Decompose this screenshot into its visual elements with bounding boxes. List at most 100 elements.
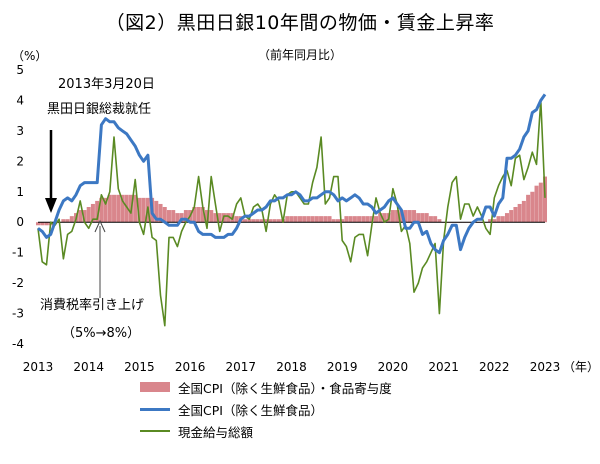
legend-label-food: 全国CPI（除く生鮮食品）・食品寄与度 <box>178 380 392 396</box>
y-tick-label: -1 <box>12 246 24 260</box>
food-contribution-bar <box>517 203 522 223</box>
food-contribution-bar <box>124 194 129 223</box>
food-contribution-bar <box>209 210 214 223</box>
food-contribution-bar <box>319 216 324 223</box>
food-contribution-bars <box>35 176 548 226</box>
wages-line <box>37 99 546 327</box>
food-contribution-bar <box>154 200 159 223</box>
food-contribution-bar <box>492 219 497 223</box>
food-contribution-bar <box>369 216 374 223</box>
food-contribution-bar <box>314 216 319 223</box>
food-contribution-bar <box>335 219 340 223</box>
kuroda-arrow-head <box>45 198 57 213</box>
food-contribution-bar <box>44 222 49 226</box>
food-contribution-bar <box>310 216 315 223</box>
food-contribution-bar <box>255 219 260 223</box>
food-contribution-bar <box>509 210 514 223</box>
legend-item-cpi: 全国CPI（除く生鮮食品） <box>140 398 392 420</box>
food-contribution-bar <box>69 216 74 223</box>
food-contribution-bar <box>403 210 408 223</box>
food-contribution-bar <box>40 222 45 226</box>
food-contribution-bar <box>340 219 345 223</box>
food-contribution-bar <box>213 213 218 223</box>
tax-label: 消費税率引き上げ <box>40 297 144 313</box>
food-contribution-bar <box>35 222 41 226</box>
food-contribution-bar <box>420 213 425 223</box>
x-tick-label: 2020 <box>378 360 409 374</box>
y-tick-label: 3 <box>16 124 24 138</box>
kuroda-date-label: 2013年3月20日 <box>58 77 155 92</box>
annotations: 2013年3月20日 黒田日銀総裁就任 消費税率引き上げ （5%→8%） <box>40 77 155 341</box>
food-contribution-bar <box>204 210 209 223</box>
food-contribution-bar <box>171 210 176 223</box>
food-contribution-bar <box>344 216 349 223</box>
food-contribution-bar <box>99 197 104 223</box>
x-tick-label: 2018 <box>276 360 307 374</box>
food-contribution-bar <box>175 213 180 223</box>
food-contribution-bar <box>137 197 142 223</box>
y-tick-label: 2 <box>16 154 24 168</box>
x-tick-label: 2015 <box>124 360 155 374</box>
food-contribution-bar <box>162 207 167 223</box>
x-tick-label: 2022 <box>479 360 510 374</box>
food-contribution-bar <box>534 185 539 223</box>
food-contribution-bar <box>234 216 239 223</box>
food-contribution-bar <box>323 216 328 223</box>
food-contribution-bar <box>103 197 108 223</box>
legend-label-wages: 現金給与総額 <box>178 424 254 440</box>
food-contribution-bar <box>107 194 112 223</box>
legend-swatch-wages <box>140 430 170 432</box>
food-contribution-bar <box>141 197 146 223</box>
food-contribution-bar <box>407 210 412 223</box>
food-contribution-bar <box>395 210 400 223</box>
food-contribution-bar <box>306 216 311 223</box>
food-contribution-bar <box>192 207 197 223</box>
food-contribution-bar <box>297 216 302 223</box>
food-contribution-bar <box>200 207 205 223</box>
food-contribution-bar <box>424 213 429 223</box>
food-contribution-bar <box>327 216 332 223</box>
legend-swatch-cpi <box>140 407 170 411</box>
food-contribution-bar <box>86 207 91 223</box>
food-contribution-bar <box>95 200 100 223</box>
food-contribution-bar <box>390 210 395 223</box>
y-tick-label: 4 <box>16 93 24 107</box>
food-contribution-bar <box>166 210 171 223</box>
legend-item-food: 全国CPI（除く生鮮食品）・食品寄与度 <box>140 376 392 398</box>
chart-title: （図2）黒田日銀10年間の物価・賃金上昇率 <box>105 12 495 34</box>
food-contribution-bar <box>433 216 438 223</box>
food-contribution-bar <box>382 213 387 223</box>
y-tick-label: -2 <box>12 276 24 290</box>
y-tick-label: 1 <box>16 185 24 199</box>
food-contribution-bar <box>412 210 417 223</box>
series-lines <box>37 93 547 327</box>
food-contribution-bar <box>361 216 366 223</box>
x-tick-label: 2021 <box>428 360 459 374</box>
food-contribution-bar <box>504 213 509 223</box>
food-contribution-bar <box>247 219 252 223</box>
food-contribution-bar <box>428 216 433 223</box>
food-contribution-bar <box>348 216 353 223</box>
tax-detail-label: （5%→8%） <box>62 326 140 341</box>
food-contribution-bar <box>217 213 222 223</box>
food-contribution-bar <box>538 182 543 223</box>
food-contribution-bar <box>513 207 518 223</box>
food-contribution-bar <box>90 203 95 223</box>
food-contribution-bar <box>179 213 184 223</box>
food-contribution-bar <box>530 191 535 223</box>
kuroda-label: 黒田日銀総裁就任 <box>47 101 151 117</box>
food-contribution-bar <box>133 194 138 223</box>
legend-label-cpi: 全国CPI（除く生鮮食品） <box>178 402 323 418</box>
food-contribution-bar <box>302 216 307 223</box>
y-tick-label: 0 <box>16 215 24 229</box>
food-contribution-bar <box>272 219 277 223</box>
chart-subtitle: （前年同月比） <box>257 48 342 62</box>
tax-arrow-head <box>94 219 106 233</box>
x-tick-label: 2023 <box>530 360 561 374</box>
food-contribution-bar <box>61 219 66 223</box>
food-contribution-bar <box>158 203 163 223</box>
y-tick-label: -4 <box>12 337 24 351</box>
food-contribution-bar <box>264 219 269 223</box>
food-contribution-bar <box>416 213 421 223</box>
legend-swatch-food <box>140 382 170 392</box>
